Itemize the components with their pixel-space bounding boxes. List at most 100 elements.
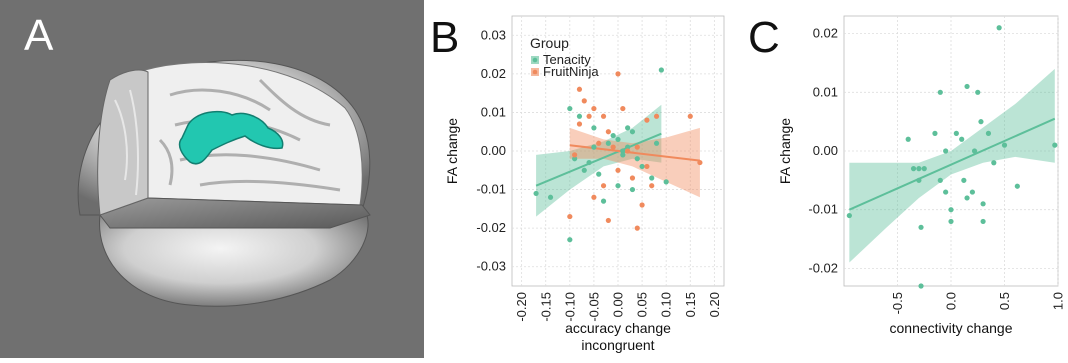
data-point <box>943 148 949 154</box>
data-point <box>567 105 573 112</box>
data-point <box>576 121 583 127</box>
panel-b: -0.03 -0.02 -0.01 0.00 0.01 0.02 0.03 -0.20 -0.1… <box>424 0 746 358</box>
y-tick-label: 0.00 <box>813 143 838 158</box>
x-tick-label: -0.05 <box>586 292 601 322</box>
data-point <box>649 183 655 189</box>
data-point <box>576 113 583 119</box>
x-tick-label: 0.15 <box>683 292 698 317</box>
data-point <box>567 213 573 220</box>
data-point <box>629 186 636 193</box>
data-point <box>615 136 621 143</box>
data-point <box>697 159 703 166</box>
data-point <box>1014 183 1020 189</box>
legend-title: Group <box>530 35 569 51</box>
data-point <box>964 195 970 201</box>
panel-c-scatter-chart: -0.02 -0.01 0.00 0.01 0.02 -0.5 0.0 0.5 1.0 FA ch… <box>777 15 1066 336</box>
data-point <box>932 130 938 136</box>
data-point <box>996 25 1002 31</box>
data-point <box>937 177 943 183</box>
data-point <box>953 130 959 136</box>
x-tick-label: 0.05 <box>635 292 650 317</box>
data-point <box>586 159 592 166</box>
y-tick-label: 0.03 <box>481 27 506 42</box>
data-point <box>600 183 607 189</box>
data-point <box>572 152 578 158</box>
x-tick-label: -0.15 <box>538 292 553 322</box>
data-point <box>615 183 621 189</box>
data-point <box>591 125 597 131</box>
data-point <box>620 152 626 158</box>
data-point <box>937 89 943 95</box>
data-point <box>964 83 970 90</box>
y-tick-label: 0.02 <box>813 26 838 41</box>
data-point <box>639 163 645 170</box>
data-point <box>615 71 621 77</box>
data-point <box>625 144 631 150</box>
x-axis-label: accuracy change <box>565 320 671 336</box>
y-axis-label: FA change <box>777 118 793 184</box>
data-point <box>591 144 597 150</box>
data-point <box>634 144 640 150</box>
panel-b-label: B <box>430 13 460 62</box>
x-tick-label: 1.0 <box>1051 292 1066 310</box>
x-tick-label: 0.20 <box>707 292 722 317</box>
data-point <box>576 86 583 92</box>
data-point <box>572 156 578 162</box>
data-point <box>959 136 965 142</box>
data-point <box>948 218 954 225</box>
data-point <box>969 189 975 195</box>
highlighted-tract-region <box>178 110 284 165</box>
legend-marker <box>532 57 538 63</box>
data-point <box>634 156 640 162</box>
data-point <box>629 175 636 181</box>
data-point <box>610 132 616 139</box>
panel-b-scatter-chart: -0.03 -0.02 -0.01 0.00 0.01 0.02 0.03 -0.20 -0.1… <box>444 15 725 353</box>
data-point <box>918 224 924 230</box>
data-point <box>943 189 949 195</box>
data-point <box>649 175 655 181</box>
data-point <box>625 148 631 154</box>
panel-c: -0.02 -0.01 0.00 0.01 0.02 -0.5 0.0 0.5 1.0 FA ch… <box>746 0 1068 358</box>
y-tick-label: -0.01 <box>808 202 838 217</box>
data-point <box>567 237 573 243</box>
data-point <box>600 198 607 204</box>
coronal-texture <box>114 89 139 196</box>
y-tick-label: -0.03 <box>476 259 506 274</box>
legend-entry: Tenacity <box>543 52 591 67</box>
data-point <box>1052 142 1058 148</box>
x-tick-label: 0.5 <box>997 292 1012 310</box>
data-point <box>846 212 852 219</box>
brain-lower-hemisphere <box>99 209 369 307</box>
x-tick-label: -0.20 <box>514 292 529 322</box>
y-axis-label: FA change <box>444 118 460 184</box>
data-point <box>591 105 597 112</box>
confidence-band <box>849 68 1055 263</box>
data-point <box>921 166 927 172</box>
data-point <box>605 217 611 224</box>
data-point <box>620 105 626 112</box>
data-point <box>687 113 693 119</box>
panel-a-brain-render: A <box>0 0 424 358</box>
data-point <box>980 201 986 207</box>
data-point <box>916 166 922 172</box>
legend-entry: FruitNinja <box>543 64 599 79</box>
y-tick-label: 0.01 <box>481 104 506 119</box>
data-point <box>547 194 554 200</box>
data-point <box>596 171 602 177</box>
data-point <box>658 67 664 73</box>
data-point <box>591 194 597 200</box>
x-tick-label: -0.5 <box>890 292 905 314</box>
brain-illustration <box>77 59 371 307</box>
data-point <box>971 148 978 154</box>
data-point <box>615 167 621 173</box>
brain-coronal-slice <box>97 69 149 216</box>
data-point <box>586 113 592 119</box>
x-tick-label: 0.0 <box>944 292 959 310</box>
data-point <box>991 160 997 166</box>
y-tick-label: 0.00 <box>481 143 506 158</box>
data-point <box>605 129 611 135</box>
data-point <box>663 179 669 185</box>
data-point <box>639 202 645 208</box>
x-tick-label: 0.10 <box>659 292 674 317</box>
x-tick-label: 0.00 <box>611 292 626 317</box>
